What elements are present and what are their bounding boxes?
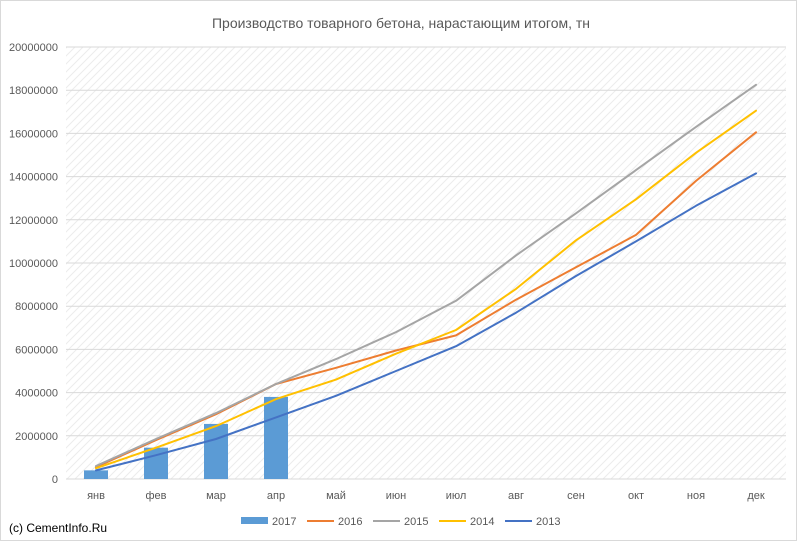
y-tick-label: 4000000 — [15, 388, 58, 400]
x-tick-label: ноя — [687, 490, 705, 502]
x-tick-label: май — [326, 490, 346, 502]
y-axis: 0 2000000 4000000 6000000 8000000 10000000 120… — [9, 42, 58, 486]
y-tick-label: 10000000 — [9, 258, 58, 270]
x-tick-label: авг — [508, 490, 524, 502]
y-tick-label: 12000000 — [9, 215, 58, 227]
legend-label-2016: 2016 — [338, 516, 362, 528]
y-tick-label: 18000000 — [9, 85, 58, 97]
y-tick-label: 20000000 — [9, 42, 58, 54]
bar-2017-апр — [264, 396, 288, 479]
y-tick-label: 0 — [52, 474, 58, 486]
gridlines — [66, 46, 786, 480]
line-series-2014 — [95, 109, 757, 470]
legend-swatch-2017 — [241, 517, 268, 524]
x-tick-label: фев — [145, 490, 166, 502]
x-tick-label: окт — [628, 490, 644, 502]
chart-title: Производство товарного бетона, нарастающ… — [212, 15, 590, 31]
x-tick-label: мар — [206, 490, 226, 502]
watermark: (c) CementInfo.Ru — [9, 521, 108, 535]
y-tick-label: 8000000 — [15, 301, 58, 313]
y-tick-label: 6000000 — [15, 344, 58, 356]
legend-label-2013: 2013 — [536, 516, 560, 528]
x-axis: янв фев мар апр май июн июл авг сен окт ноя дек — [66, 478, 786, 502]
y-tick-label: 14000000 — [9, 172, 58, 184]
y-tick-label: 16000000 — [9, 128, 58, 140]
x-tick-label: апр — [267, 490, 285, 502]
x-tick-label: июн — [386, 490, 406, 502]
line-series-2015 — [95, 83, 757, 467]
legend-label-2017: 2017 — [272, 516, 296, 528]
bar-2017-мар — [204, 423, 228, 479]
x-tick-label: янв — [87, 490, 105, 502]
legend: 2017 2016 2015 2014 2013 — [241, 516, 560, 528]
line-series-2016 — [95, 131, 757, 469]
line-series — [95, 83, 757, 472]
legend-label-2014: 2014 — [470, 516, 494, 528]
x-tick-label: сен — [567, 490, 585, 502]
x-tick-label: июл — [446, 490, 467, 502]
x-tick-label: дек — [747, 490, 765, 502]
y-tick-label: 2000000 — [15, 431, 58, 443]
bar-2017-янв — [84, 470, 108, 479]
legend-label-2015: 2015 — [404, 516, 428, 528]
line-series-2013 — [95, 172, 757, 472]
